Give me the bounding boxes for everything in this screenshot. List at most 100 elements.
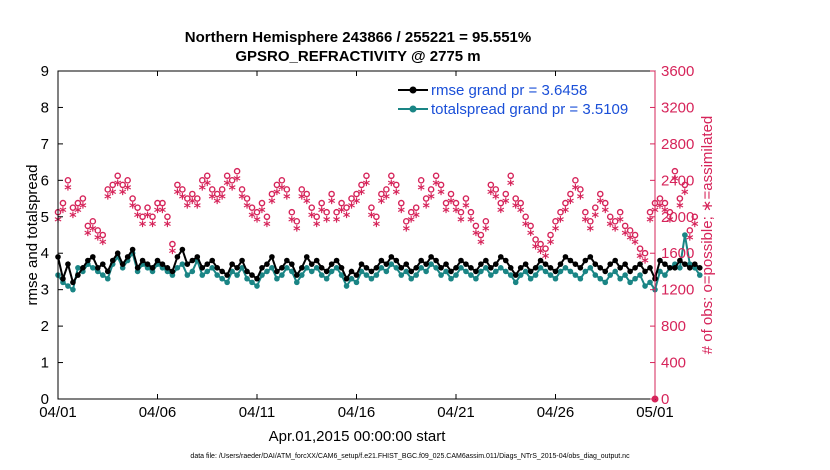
series-point	[483, 265, 489, 271]
x-tick-label: 04/06	[139, 404, 177, 421]
possible-marker	[527, 222, 534, 230]
series-point	[259, 265, 265, 271]
series-point	[308, 268, 315, 275]
legend: rmse grand pr = 3.6458 totalspread grand…	[398, 82, 628, 118]
assimilated-marker: *	[442, 205, 450, 221]
series-point	[343, 283, 350, 289]
possible-marker	[601, 199, 609, 207]
assimilated-marker: *	[223, 178, 231, 194]
series-point	[497, 254, 504, 260]
possible-marker	[64, 177, 72, 184]
series-point	[65, 261, 71, 267]
assimilated-marker: *	[248, 210, 256, 226]
possible-marker	[184, 195, 191, 202]
assimilated-marker: *	[626, 233, 634, 249]
series-point	[502, 268, 509, 275]
series-point	[667, 265, 673, 271]
assimilated-marker: *	[373, 219, 381, 235]
assimilated-marker: *	[527, 228, 535, 244]
possible-marker	[542, 245, 549, 252]
series-point	[234, 265, 240, 271]
series-point	[478, 261, 484, 267]
series-point	[597, 265, 604, 271]
y2-tick-label: 2800	[661, 136, 694, 153]
possible-marker	[243, 195, 251, 202]
assimilated-marker: *	[646, 214, 654, 230]
assimilated-marker: *	[552, 223, 560, 239]
possible-marker	[293, 218, 301, 225]
series-point	[657, 257, 663, 264]
possible-marker	[238, 186, 246, 193]
assimilated-marker: *	[104, 192, 112, 208]
series-point	[403, 268, 410, 275]
series-point	[75, 272, 81, 278]
series-point	[473, 275, 479, 282]
assimilated-marker: *	[572, 182, 580, 198]
series-point	[388, 254, 395, 260]
footer-datafile: data file: /Users/raeder/DAI/ATM_forcXX/…	[190, 453, 630, 460]
series-point	[289, 261, 295, 267]
possible-marker	[621, 222, 629, 230]
series-point	[134, 265, 141, 271]
assimilated-marker: *	[666, 214, 674, 230]
assimilated-marker: *	[408, 214, 416, 230]
possible-marker	[109, 181, 117, 189]
y2-tick-label: 3600	[661, 63, 694, 80]
series-point	[338, 265, 345, 271]
series-point	[343, 275, 350, 282]
series-point	[687, 265, 693, 271]
series-point	[507, 272, 514, 278]
series-point	[622, 272, 628, 278]
series-point	[244, 275, 250, 282]
series-point	[294, 279, 300, 286]
series-point	[85, 257, 91, 264]
assimilated-marker: *	[233, 173, 241, 189]
series-point	[124, 254, 131, 260]
series-point	[448, 275, 454, 282]
assimilated-marker: *	[467, 214, 475, 230]
possible-marker	[487, 181, 495, 189]
series-point	[363, 265, 370, 271]
series-point	[274, 275, 280, 282]
assimilated-marker: *	[432, 178, 440, 194]
legend-rmse-label: rmse grand pr = 3.6458	[431, 82, 587, 99]
possible-marker	[94, 227, 102, 234]
series-point	[209, 265, 216, 271]
series-point	[373, 265, 380, 271]
possible-marker	[412, 204, 420, 211]
series-point	[637, 261, 643, 267]
assimilated-marker: *	[507, 178, 515, 194]
legend-spread-marker	[409, 105, 417, 113]
possible-marker	[233, 167, 241, 175]
series-point	[453, 272, 459, 278]
series-point	[493, 261, 499, 267]
series-point	[65, 283, 71, 289]
x-tick-label: 04/26	[537, 404, 575, 421]
series-point	[398, 265, 405, 271]
series-point	[597, 275, 604, 282]
assimilated-marker: *	[119, 187, 127, 203]
assimilated-marker: *	[258, 205, 266, 221]
possible-marker	[373, 213, 380, 221]
possible-marker	[397, 199, 405, 207]
x-tick-label: 04/11	[239, 404, 275, 421]
series-point	[219, 268, 225, 275]
assimilated-marker: *	[268, 196, 276, 212]
assimilated-marker: *	[661, 205, 669, 221]
assimilated-marker: *	[288, 214, 296, 230]
series-point	[229, 268, 235, 275]
assimilated-marker: *	[298, 192, 306, 208]
series-point	[70, 286, 76, 293]
possible-marker	[477, 231, 485, 239]
series-point	[423, 261, 429, 267]
assimilated-marker: *	[537, 246, 545, 262]
possible-marker	[432, 172, 440, 180]
series-point	[582, 257, 589, 264]
series-point	[458, 265, 464, 271]
series-point	[463, 268, 469, 275]
series-point	[642, 283, 648, 289]
assimilated-marker: *	[587, 223, 595, 239]
series-point	[483, 257, 489, 264]
chart-subtitle: GPSRO_REFRACTIVITY @ 2775 m	[235, 48, 480, 65]
series-point	[179, 261, 186, 267]
